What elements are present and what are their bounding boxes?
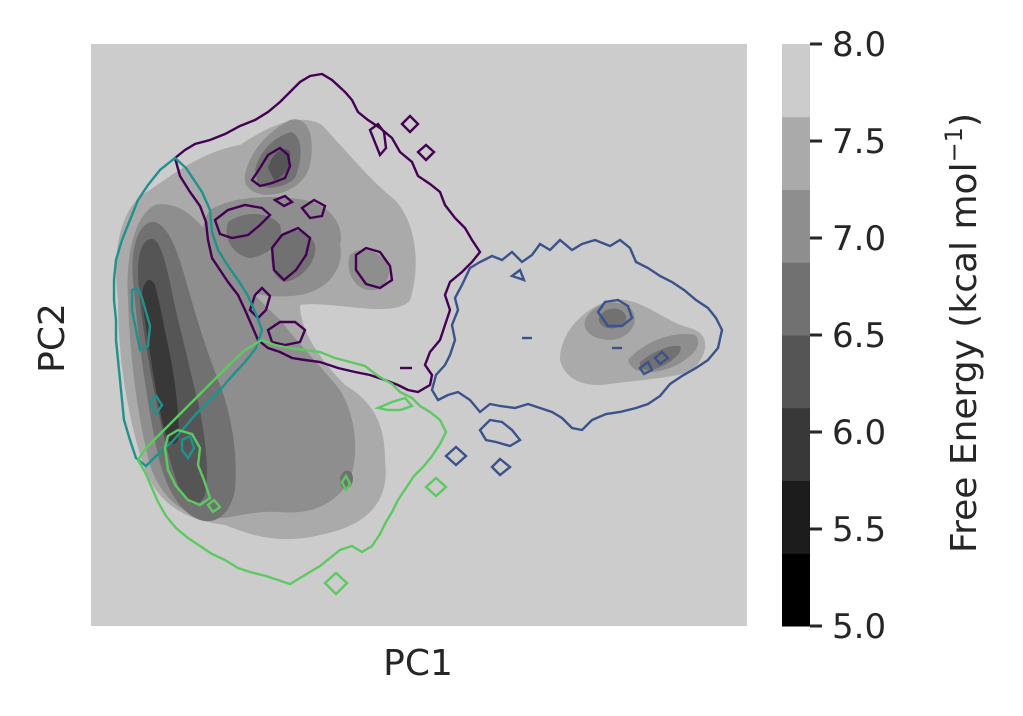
y-axis-label: PC2	[32, 303, 73, 373]
colorbar: 5.0 5.5 6.0 6.5 7.0 7.5 8.0 Free Energy (kcal …	[782, 25, 985, 647]
cluster-contour-3-island-b	[148, 394, 164, 417]
cluster-contours	[112, 72, 724, 596]
colorbar-band-3	[782, 335, 810, 409]
cluster-contour-1-island-a	[250, 146, 292, 188]
cluster-contour-4	[136, 338, 448, 586]
colorbar-band-0	[782, 553, 810, 627]
colorbar-tick-label-4: 7.0	[832, 219, 886, 259]
cluster-contour-4-island-a	[163, 428, 212, 507]
cluster-contour-1-island-b	[213, 203, 272, 240]
cluster-contour-1-island-f	[272, 194, 295, 208]
cluster-contour-2-island-f	[490, 457, 512, 477]
colorbar-tick-label-2: 6.0	[832, 413, 886, 453]
colorbar-label-suffix: )	[944, 113, 985, 127]
colorbar-label-superscript: −1	[940, 127, 968, 162]
cluster-contour-1-island-k	[266, 320, 307, 347]
colorbar-band-7	[782, 44, 810, 118]
colorbar-tick-label-3: 6.5	[832, 316, 886, 356]
colorbar-tick-label-0: 5.0	[832, 607, 886, 647]
cluster-contour-4-island-f	[340, 473, 352, 493]
colorbar-band-1	[782, 480, 810, 554]
colorbar-ticks: 5.0 5.5 6.0 6.5 7.0 7.5 8.0	[810, 25, 886, 647]
cluster-contour-1-island-i	[368, 122, 388, 158]
colorbar-tick-label-6: 8.0	[832, 25, 886, 65]
cluster-contour-2-island-g	[509, 268, 527, 282]
energy-level-6.5-mid2	[271, 230, 316, 282]
cluster-contour-1-island-e	[354, 246, 394, 290]
cluster-contour-3	[112, 156, 264, 468]
cluster-contour-3-island-a	[130, 286, 152, 352]
colorbar-label-text: Free Energy (kcal mol	[944, 162, 985, 553]
cluster-contour-2	[430, 238, 724, 432]
x-axis-label: PC1	[383, 643, 453, 684]
cluster-contour-4-island-d	[323, 571, 349, 596]
cluster-contour-1	[173, 72, 482, 394]
cluster-contour-4-island-c	[424, 476, 448, 498]
cluster-contour-4-island-b	[373, 396, 415, 412]
cluster-contour-2-island-e	[444, 445, 468, 467]
colorbar-band-6	[782, 116, 810, 190]
energy-level-6.5-mid	[226, 214, 281, 258]
colorbar-label: Free Energy (kcal mol−1)	[940, 113, 985, 553]
plot-area: PC1 PC2	[32, 44, 747, 684]
cluster-contour-2-island-a	[596, 298, 634, 328]
cluster-contour-2-island-d	[478, 418, 522, 448]
cluster-contour-2-island-c	[653, 350, 670, 366]
energy-level-5.75	[142, 280, 179, 444]
colorbar-bands	[782, 44, 810, 627]
cluster-contour-3-island-c	[180, 434, 196, 461]
energy-level-6.875-small	[348, 249, 389, 291]
colorbar-band-5	[782, 189, 810, 263]
cluster-contour-4-island-e	[206, 498, 222, 514]
cluster-contour-1-island-d	[300, 198, 327, 220]
cluster-contour-2-island-b	[638, 360, 654, 376]
cluster-contour-1-island-g	[400, 114, 420, 134]
colorbar-band-4	[782, 262, 810, 336]
colorbar-tick-label-5: 7.5	[832, 122, 886, 162]
cluster-contour-1-island-j	[248, 286, 272, 320]
energy-level-6.125-top	[268, 149, 291, 180]
cluster-contour-1-island-h	[416, 143, 436, 162]
colorbar-tick-label-1: 5.5	[832, 510, 886, 550]
cluster-contour-1-island-c	[270, 226, 312, 282]
colorbar-band-2	[782, 407, 810, 481]
